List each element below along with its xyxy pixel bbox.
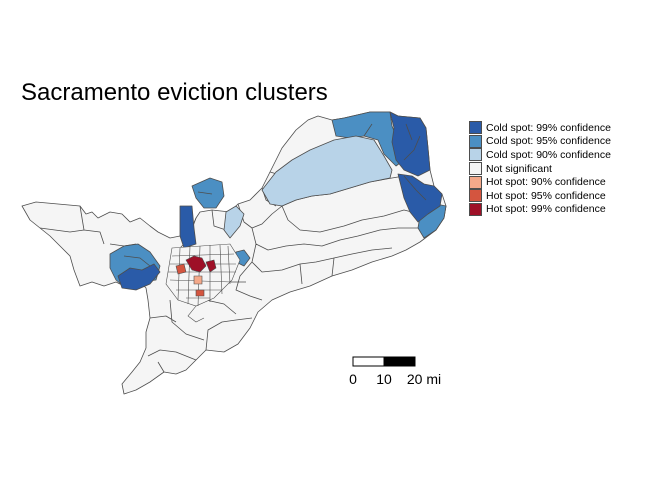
- cold-spot-99-northeast: [389, 111, 431, 177]
- legend-swatch: [469, 162, 482, 176]
- scale-bar-segment-black: [383, 356, 416, 367]
- cold-spot-90-foothills: [261, 135, 393, 207]
- legend-item: Cold spot: 95% confidence: [469, 134, 611, 149]
- cold-spot-95-north: [191, 177, 225, 209]
- legend-label: Cold spot: 99% confidence: [486, 121, 611, 134]
- legend-label: Hot spot: 95% confidence: [486, 189, 606, 202]
- hot-spot-99-core: [185, 255, 207, 273]
- hot-spot-95-south: [195, 289, 205, 297]
- legend-swatch: [469, 148, 482, 162]
- scale-bar-segment-white: [352, 356, 385, 367]
- scale-bar-tick-0: 0: [349, 371, 357, 387]
- cold-spot-90-north: [223, 205, 245, 239]
- cold-spot-layer: [109, 111, 447, 291]
- hot-spot-95-core: [175, 263, 187, 275]
- legend-item: Not significant: [469, 162, 611, 176]
- scale-bar-tick-10: 10: [376, 371, 392, 387]
- legend-item: Hot spot: 90% confidence: [469, 175, 611, 189]
- urban-core-grid: [165, 243, 241, 307]
- legend-label: Hot spot: 90% confidence: [486, 176, 606, 189]
- legend-swatch: [469, 202, 482, 216]
- cold-spot-boundaries: [123, 123, 427, 267]
- cold-spot-99-north: [179, 205, 197, 249]
- cold-spot-99-west: [117, 263, 161, 291]
- legend-swatch: [469, 189, 482, 203]
- legend: Cold spot: 99% confidence Cold spot: 95% …: [469, 121, 611, 216]
- legend-label: Not significant: [486, 162, 552, 175]
- legend-swatch: [469, 121, 482, 135]
- scale-bar-tick-20: 20 mi: [407, 371, 441, 387]
- hot-spot-99-core-2: [205, 259, 217, 273]
- legend-item: Cold spot: 99% confidence: [469, 121, 611, 135]
- urban-core-layer: [165, 243, 241, 323]
- cold-spot-99-east: [397, 173, 443, 223]
- legend-swatch: [469, 134, 482, 148]
- legend-swatch: [469, 175, 482, 189]
- legend-label: Cold spot: 90% confidence: [486, 148, 611, 161]
- legend-item: Hot spot: 95% confidence: [469, 189, 611, 203]
- legend-item: Hot spot: 99% confidence: [469, 202, 611, 217]
- legend-label: Cold spot: 95% confidence: [486, 135, 611, 148]
- scale-bar: 0 10 20 mi: [349, 356, 441, 387]
- legend-label: Hot spot: 99% confidence: [486, 203, 606, 216]
- map-title: Sacramento eviction clusters: [21, 79, 328, 106]
- legend-item: Cold spot: 90% confidence: [469, 148, 611, 162]
- hot-spot-90-core: [193, 275, 203, 285]
